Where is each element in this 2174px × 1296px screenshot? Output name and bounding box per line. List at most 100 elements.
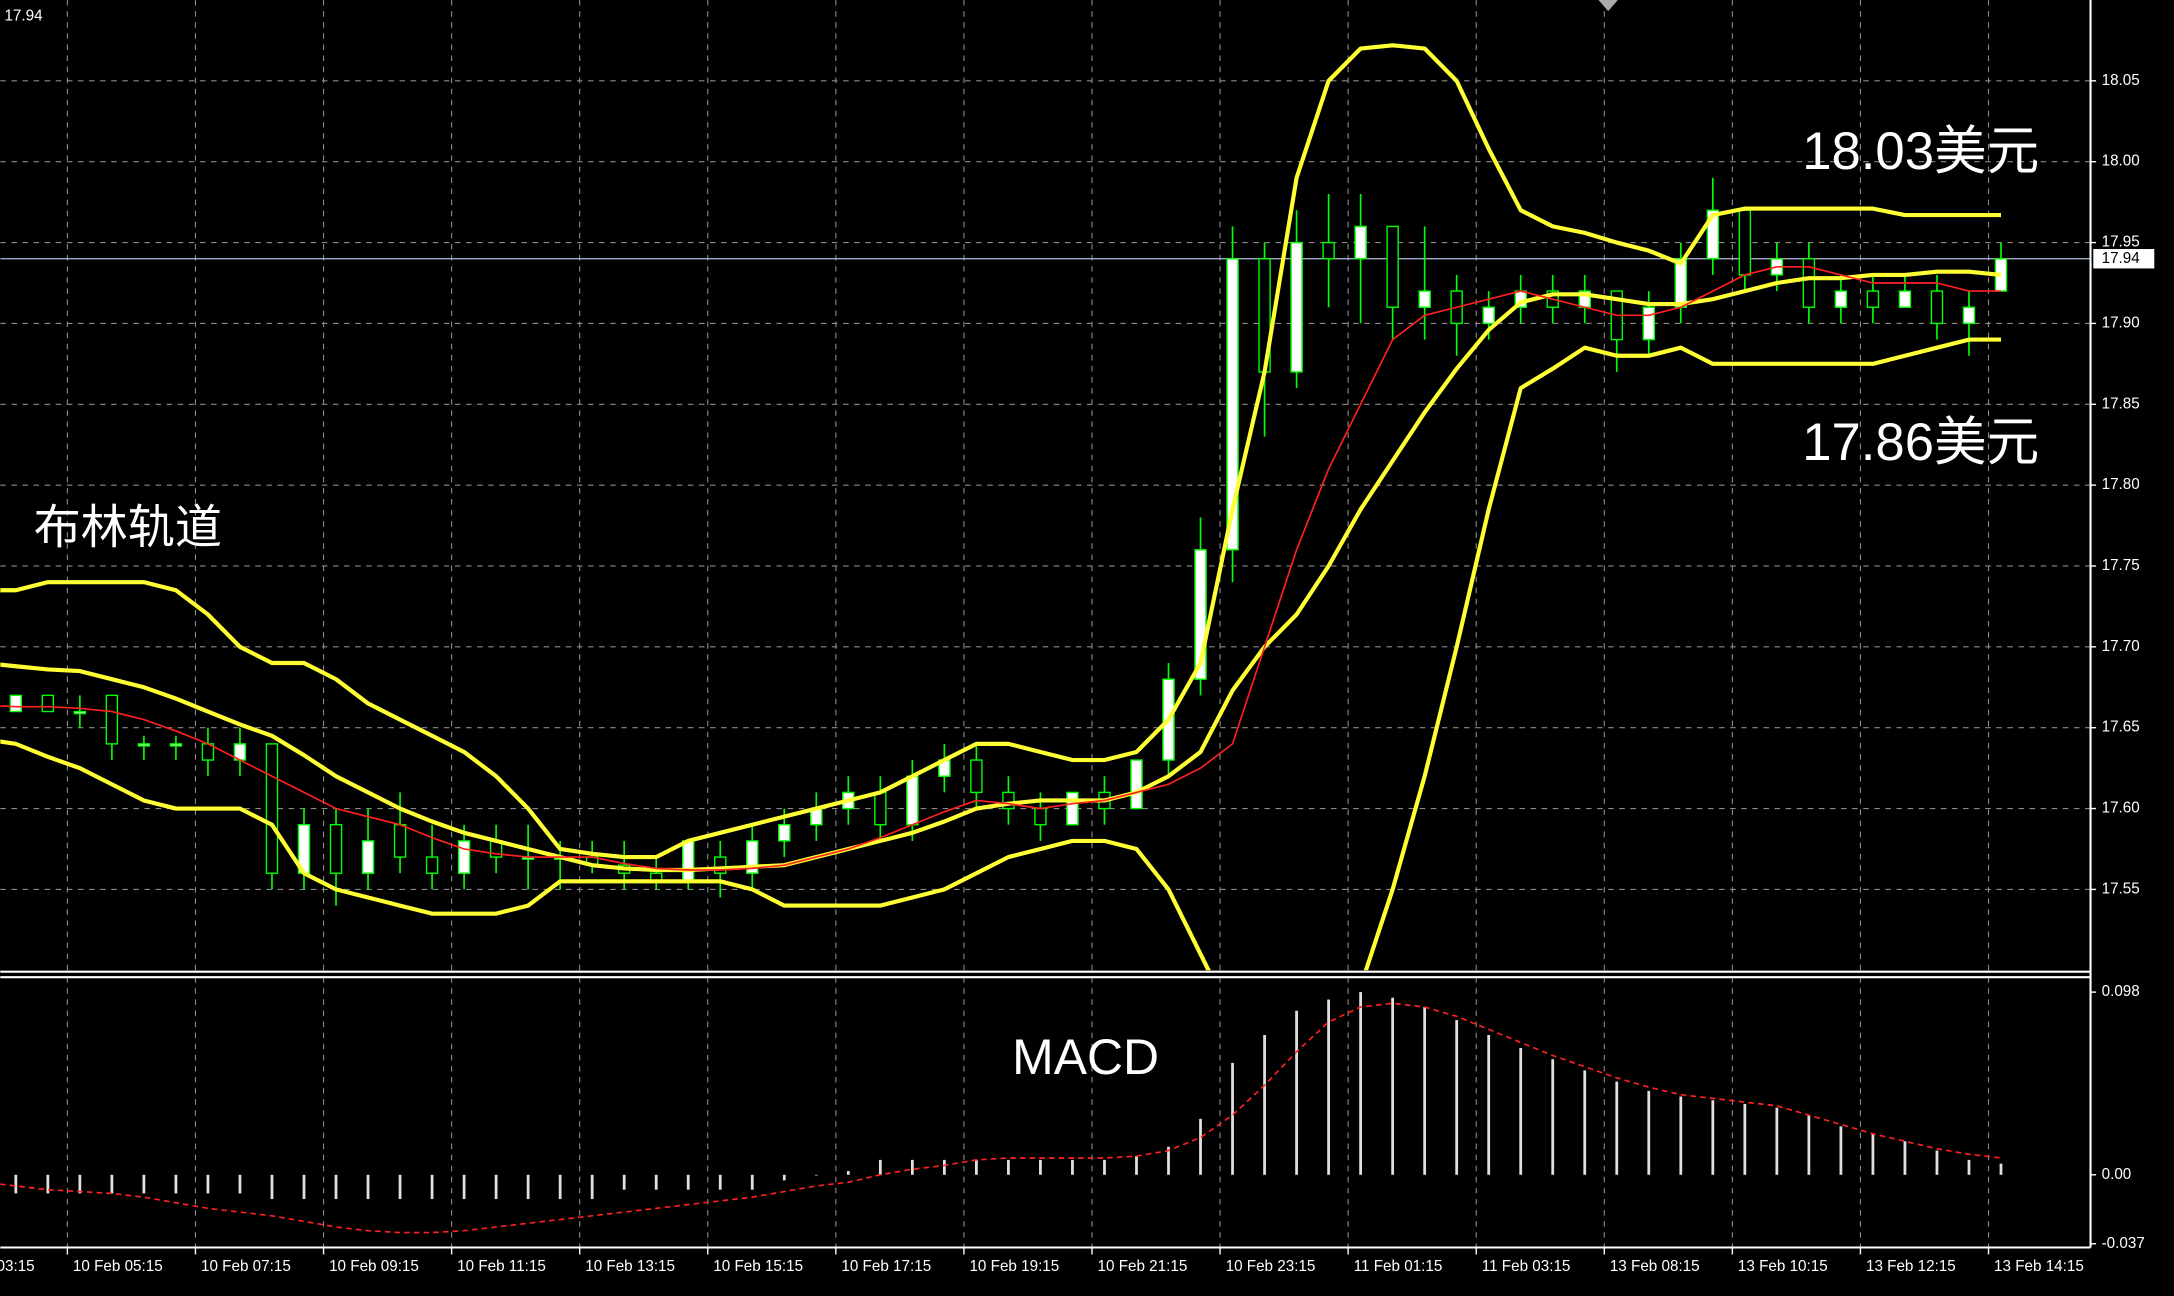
macd-bar [494,1174,498,1200]
macd-bar [878,1159,882,1175]
x-tick-label: 10 Feb 19:15 [969,1258,1059,1275]
y-tick-label: 17.55 [2102,880,2140,897]
macd-bar [1039,1159,1042,1175]
macd-bar [814,1174,818,1176]
macd-bar [14,1174,18,1194]
y-tick-label: 17.90 [2102,314,2140,331]
candle-body [1418,290,1431,308]
x-tick-label: 10 Feb 13:15 [585,1258,675,1275]
candle-body [1194,549,1207,680]
macd-bar [1327,999,1330,1175]
macd-bar [942,1159,946,1175]
macd-bar [1615,1081,1619,1175]
x-tick-label: 11 Feb 03:15 [1482,1258,1571,1275]
candle-body [1226,258,1239,551]
macd-bar [718,1174,722,1190]
macd-bar [430,1174,434,1200]
candle-body [361,840,375,874]
candle-body [73,710,87,715]
macd-bar [1839,1126,1843,1175]
macd-bar [1359,992,1363,1175]
macd-bar [206,1174,210,1194]
candle-body [105,694,119,745]
y-tick-label: 18.00 [2102,153,2140,170]
macd-bar [1135,1156,1138,1175]
y-tick-label: 17.70 [2102,638,2140,655]
macd-bar [1775,1107,1779,1175]
macd-bar [174,1174,178,1194]
macd-bar [462,1174,466,1200]
x-tick-label: 10 Feb 23:15 [1226,1258,1316,1275]
macd-bar [1103,1159,1106,1175]
macd-bar [654,1174,658,1190]
y-tick-label: 17.75 [2102,557,2140,574]
macd-bar [1903,1141,1907,1175]
x-tick-label: 10 Feb 05:15 [73,1258,163,1275]
indicator-line [0,269,2002,873]
macd-bar [1711,1100,1715,1175]
candle-body [1962,306,1976,325]
candle-body [393,824,407,858]
candle-body [1674,258,1688,308]
macd-bar [1935,1150,1939,1175]
price-plot [0,43,2091,971]
x-tick-label: 13 Feb 10:15 [1738,1258,1828,1275]
macd-bar [142,1174,146,1194]
macd-bar [1263,1034,1266,1175]
candle-body [265,743,279,874]
x-tick-label: 10 Feb 11:15 [457,1258,546,1275]
candle-body [1034,807,1047,826]
macd-bar [590,1174,594,1200]
macd-bar [366,1174,370,1200]
macd-bar [750,1174,754,1190]
macd-bar [1551,1059,1555,1175]
signal-line [0,1002,2002,1234]
candle-body [137,743,151,747]
candle-body [906,775,919,826]
candle-body [778,824,791,842]
macd-bar [1199,1118,1202,1175]
x-tick-label: 10 Feb 17:15 [841,1258,931,1275]
x-tick-label: 13 Feb 08:15 [1610,1258,1700,1275]
candle-body [1290,241,1303,373]
annotation: 布林轨道 [34,500,222,553]
candle-body [1738,209,1752,276]
candle-body [425,856,439,874]
y-tick-label: 17.65 [2102,719,2140,736]
y-tick-label: 17.80 [2102,476,2140,493]
candle-body [329,824,343,874]
macd-bar [1871,1133,1875,1175]
macd-bar [1679,1096,1683,1175]
candle-body [1834,290,1848,308]
macd-bar [1807,1115,1811,1175]
y-tick-label: 17.85 [2102,395,2140,412]
macd-bar [526,1174,530,1200]
indicator-line [0,337,2001,971]
macd-bar [1487,1034,1491,1175]
candle-body [457,840,471,874]
macd-bar [975,1159,978,1175]
y-tick-label: 18.05 [2102,72,2140,89]
x-tick-label: 13 Feb 12:15 [1866,1258,1956,1275]
candle-body [1930,290,1944,325]
candle-body [1482,306,1495,325]
marks [0,43,2091,1234]
macd-bar [622,1174,626,1190]
x-tick-label: 13 Feb 14:15 [1994,1258,2084,1275]
macd-bar [270,1174,274,1200]
y-tick-label: -0.037 [2102,1235,2145,1252]
candle-body [970,759,983,794]
last-price-label: 17.94 [4,8,43,25]
macd-bar [686,1174,690,1190]
candle-body [1898,290,1912,308]
y-tick-label: 0.098 [2102,983,2140,1000]
macd-bar [1423,1007,1427,1175]
candle-body [1322,241,1335,260]
annotation: 17.86美元 [1802,413,2039,472]
macd-bar [846,1171,850,1175]
x-tick-label: 10 Feb 07:15 [201,1258,291,1275]
candle-body [169,743,183,747]
annotation: 18.03美元 [1802,122,2039,181]
